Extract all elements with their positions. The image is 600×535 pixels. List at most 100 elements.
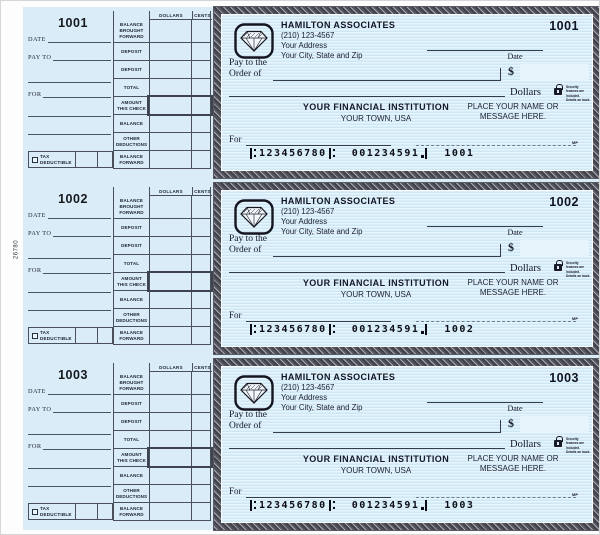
ledger-dollars-cell[interactable] xyxy=(149,43,191,61)
memo-extra-line[interactable] xyxy=(28,468,111,469)
ledger-dollars-cell[interactable] xyxy=(149,61,191,79)
amount-words-line[interactable] xyxy=(229,272,505,273)
ledger-cents-cell[interactable] xyxy=(191,291,210,309)
tax-cents-cell[interactable] xyxy=(97,152,114,167)
ledger-dollars-cell[interactable] xyxy=(149,503,191,521)
memo-extra-line[interactable] xyxy=(28,134,111,135)
ledger-dollars-cell[interactable] xyxy=(149,196,191,219)
signature-line[interactable]: MP xyxy=(416,316,578,322)
memo-extra-line[interactable] xyxy=(28,310,111,311)
ledger-dollars-cell[interactable] xyxy=(149,395,191,413)
tax-deductible-checkbox[interactable] xyxy=(32,156,38,163)
cents-header: CENTS xyxy=(192,187,212,195)
date-field-line[interactable] xyxy=(47,208,111,219)
tax-deductible-checkbox[interactable] xyxy=(32,508,38,515)
signature-line[interactable]: MP xyxy=(416,140,578,146)
ledger-row-label: BALANCE BROUGHT FORWARD xyxy=(114,20,149,43)
ledger-header: DOLLARS CENTS xyxy=(149,11,212,20)
ledger-cents-cell[interactable] xyxy=(191,115,210,133)
ledger-dollars-cell[interactable] xyxy=(149,467,191,485)
ledger-cents-cell[interactable] xyxy=(191,327,210,345)
ledger-dollars-cell[interactable] xyxy=(149,151,191,169)
ledger-cents-cell[interactable] xyxy=(191,395,210,413)
tax-amount-cell[interactable] xyxy=(75,504,97,519)
memo-line[interactable] xyxy=(246,321,391,322)
pay-to-label: Pay to the Order of xyxy=(229,234,267,255)
amount-this-check-box[interactable] xyxy=(147,95,213,116)
tax-amount-cell[interactable] xyxy=(75,152,97,167)
payee-extra-line[interactable] xyxy=(28,258,111,259)
amount-this-check-box[interactable] xyxy=(147,271,213,292)
amount-words-line[interactable] xyxy=(229,96,505,97)
pay-to-field-line[interactable] xyxy=(53,226,111,237)
amount-box[interactable] xyxy=(520,416,589,432)
ledger-cents-cell[interactable] xyxy=(191,61,210,79)
amount-words-line[interactable] xyxy=(229,448,505,449)
ledger-dollars-cell[interactable] xyxy=(149,115,191,133)
ledger-dollars-cell[interactable] xyxy=(149,372,191,395)
ledger-dollars-cell[interactable] xyxy=(149,291,191,309)
micr-line: 123456780 001234591 1003 xyxy=(248,500,474,511)
ledger-dollars-cell[interactable] xyxy=(149,327,191,345)
date-line[interactable] xyxy=(427,226,543,227)
ledger-dollars-cell[interactable] xyxy=(149,237,191,255)
ledger-dollars-cell[interactable] xyxy=(149,413,191,431)
ledger-cents-cell[interactable] xyxy=(191,503,210,521)
ledger-cents-cell[interactable] xyxy=(191,133,210,151)
payee-line[interactable] xyxy=(273,68,501,81)
pay-to-field-line[interactable] xyxy=(53,402,111,413)
ledger-cents-cell[interactable] xyxy=(191,43,210,61)
ledger-cents-cell[interactable] xyxy=(191,237,210,255)
ledger-cents-cell[interactable] xyxy=(191,219,210,237)
microprint-mark: MP xyxy=(572,316,578,321)
memo-line[interactable] xyxy=(246,497,391,498)
date-line[interactable] xyxy=(427,50,543,51)
ledger-dollars-cell[interactable] xyxy=(149,20,191,43)
ledger-cents-cell[interactable] xyxy=(191,309,210,327)
payee-line[interactable] xyxy=(273,244,501,257)
amount-this-check-box[interactable] xyxy=(147,447,213,468)
pay-to-field-line[interactable] xyxy=(53,50,111,61)
payee-extra-line[interactable] xyxy=(28,82,111,83)
check-band-3: 1003 DATE PAY TO FOR TAX DEDUCTIBLE DOLL… xyxy=(23,359,599,530)
tax-cents-cell[interactable] xyxy=(97,504,114,519)
tax-amount-cell[interactable] xyxy=(75,328,97,343)
ledger-rows: BALANCE BROUGHT FORWARD DEPOSIT DEPOSIT … xyxy=(114,196,210,345)
ledger-dollars-cell[interactable] xyxy=(149,219,191,237)
tax-deductible-checkbox[interactable] xyxy=(32,332,38,339)
date-field-line[interactable] xyxy=(47,32,111,43)
bank-name: YOUR FINANCIAL INSTITUTION xyxy=(302,278,450,288)
ledger-row-label: BALANCE BROUGHT FORWARD xyxy=(114,372,149,395)
amount-box[interactable] xyxy=(520,64,589,80)
ledger-cents-cell[interactable] xyxy=(191,151,210,169)
micr-onus-icon xyxy=(421,500,428,511)
date-line[interactable] xyxy=(427,402,543,403)
memo-line[interactable] xyxy=(246,145,391,146)
memo-extra-line[interactable] xyxy=(28,486,111,487)
memo-extra-line[interactable] xyxy=(28,116,111,117)
for-field-line[interactable] xyxy=(43,263,111,274)
ledger-cents-cell[interactable] xyxy=(191,467,210,485)
signature-line[interactable]: MP xyxy=(416,492,578,498)
for-field-line[interactable] xyxy=(43,439,111,450)
dollars-header: DOLLARS xyxy=(159,189,183,194)
payee-line[interactable] xyxy=(273,420,501,433)
ledger-cents-cell[interactable] xyxy=(191,413,210,431)
diamond-logo-icon xyxy=(234,199,274,235)
for-field-line[interactable] xyxy=(43,87,111,98)
date-field-line[interactable] xyxy=(47,384,111,395)
ledger-dollars-cell[interactable] xyxy=(149,309,191,327)
tax-cents-cell[interactable] xyxy=(97,328,114,343)
ledger-dollars-cell[interactable] xyxy=(149,133,191,151)
ledger-dollars-cell[interactable] xyxy=(149,485,191,503)
company-address: Your Address xyxy=(281,216,328,226)
ledger-row-label: BALANCE xyxy=(114,115,149,133)
ledger-cents-cell[interactable] xyxy=(191,372,210,395)
ledger-cents-cell[interactable] xyxy=(191,485,210,503)
amount-box[interactable] xyxy=(520,240,589,256)
ledger-cents-cell[interactable] xyxy=(191,20,210,43)
payee-extra-line[interactable] xyxy=(28,434,111,435)
ledger-cents-cell[interactable] xyxy=(191,196,210,219)
bank-block: YOUR FINANCIAL INSTITUTION YOUR TOWN, US… xyxy=(276,454,476,476)
memo-extra-line[interactable] xyxy=(28,292,111,293)
